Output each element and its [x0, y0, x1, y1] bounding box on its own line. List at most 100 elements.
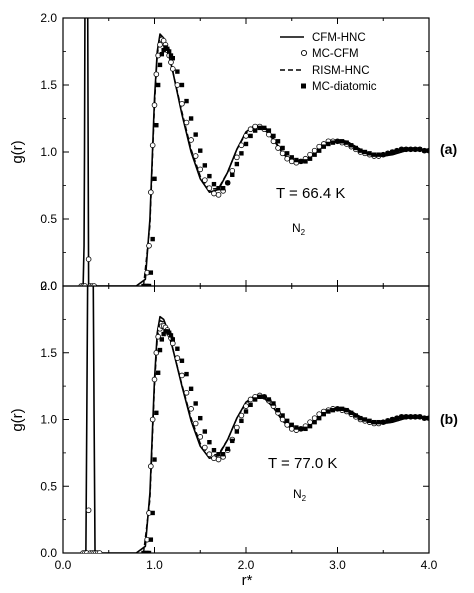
panel-b-series-mc-diatomic-point: [307, 423, 313, 429]
panel-b-series-mc-diatomic-point: [248, 402, 253, 408]
panel-b-molecule-symbol: N: [293, 487, 302, 501]
panel-b-series-mc-diatomic-point: [179, 358, 185, 363]
panel-b-series-mc-cfm-point: [155, 333, 161, 340]
panel-b-series-mc-cfm-point: [151, 376, 158, 383]
panel-a-series-mc-cfm-point: [311, 147, 318, 154]
panel-a-series-mc-diatomic-point: [358, 148, 363, 153]
panel-b-series-mc-diatomic-point: [146, 550, 152, 553]
panel-a-series-mc-cfm-point: [168, 59, 174, 66]
panel-a-ytick-label: 0.0: [40, 279, 57, 293]
panel-a-series-mc-diatomic-point: [394, 148, 400, 153]
panel-a-ytick-label: 1.5: [40, 78, 57, 92]
panel-a-series-mc-diatomic-point: [152, 176, 157, 181]
legend-swatch-mc-cfm: [300, 49, 308, 57]
panel-a-series-mc-diatomic-point: [390, 149, 395, 155]
legend-label-mc-cfm: MC-CFM: [312, 48, 359, 60]
panel-a-series-mc-diatomic-point: [161, 47, 166, 53]
legend: CFM-HNC MC-CFM RISM-HNC MC-diatomic: [280, 32, 377, 93]
panel-a-series-mc-cfm-point: [211, 190, 217, 197]
panel-b-series-mc-cfm-point: [247, 396, 254, 403]
panel-b-series-mc-diatomic-point: [184, 371, 189, 377]
panel-b-series-mc-diatomic-point: [426, 415, 429, 421]
panel-a-ytick-label: 1.0: [40, 145, 57, 159]
panel-a-series-mc-cfm-point: [170, 66, 176, 72]
panel-b-series-mc-diatomic-point: [193, 401, 198, 406]
panel-a-ytick-label: 0.5: [40, 212, 57, 226]
panel-a-series-mc-diatomic-point: [220, 185, 226, 191]
panel-a-series-mc-diatomic-point: [146, 283, 152, 286]
panel-a-series-mc-diatomic-point: [381, 152, 386, 157]
panel-b-ytick-label: 1.0: [40, 413, 57, 427]
panel-a-series-mc-cfm-point: [288, 158, 295, 165]
panel-a-series-mc-diatomic-point: [339, 139, 345, 144]
panel-b-series-mc-diatomic-point: [220, 452, 226, 457]
panel-b-series-mc-diatomic-point: [211, 448, 217, 453]
panel-b-series-mc-diatomic-point: [408, 414, 413, 420]
panel-b-ylabel: g(r): [9, 408, 26, 431]
legend-label-rism-hnc: RISM-HNC: [312, 65, 370, 77]
panel-a-series-mc-cfm-point: [146, 243, 152, 249]
panel-b-series-mc-diatomic-point: [202, 429, 208, 434]
panel-a-series-mc-cfm-point: [157, 41, 163, 48]
panel-b-series-mc-cfm-point: [174, 355, 181, 361]
panel-a-series-mc-diatomic-point: [275, 139, 281, 144]
panel-b-series-mc-diatomic-point: [422, 415, 427, 421]
panel-a-series-mc-diatomic-point: [262, 125, 267, 131]
panel-a-series-mc-diatomic-point: [157, 62, 163, 68]
panel-a-series-mc-cfm-point: [307, 151, 313, 158]
panel-a-series-mc-cfm-point: [188, 137, 194, 143]
panel-b-series-mc-diatomic-point: [152, 457, 157, 462]
panel-b-series-mc-cfm-point: [238, 412, 245, 419]
panel-a-series-mc-diatomic-point: [225, 180, 230, 186]
panel-b-series-mc-cfm-point: [307, 419, 313, 425]
panel-b-series-mc-diatomic-point: [216, 452, 221, 457]
panel-a-series-mc-diatomic-point: [248, 133, 253, 139]
panel-b-series-mc-cfm-point: [96, 550, 103, 553]
panel-b-series-rism-hnc-line: [142, 320, 429, 553]
panel-a-ytick-label: 2.0: [40, 11, 57, 25]
panel-a-series-mc-diatomic-point: [234, 161, 240, 167]
panel-a-series-mc-diatomic-point: [426, 148, 429, 153]
panel-a-series-mc-diatomic-point: [371, 152, 377, 157]
panel-a-ticks: 0.0 0.5 1.0 1.5 2.0: [40, 11, 430, 293]
panel-a-series-mc-cfm-point: [148, 189, 154, 196]
legend-entry-rism-hnc: RISM-HNC: [280, 65, 370, 77]
panel-b-ticks: 0.00.51.01.52.00.0 1.0 2.0 3.0 4.0: [40, 279, 437, 572]
panel-b-series-mc-cfm-point: [188, 406, 194, 412]
panel-a-series-rism-hnc-line: [142, 36, 429, 286]
panel-b-series-mc-cfm-point: [316, 411, 323, 417]
panel-a-series-mc-diatomic-point: [413, 147, 418, 152]
panel-a-series-mc-cfm-point: [238, 142, 245, 149]
panel-b-series-mc-diatomic-point: [298, 426, 304, 432]
panel-b-xtick-label: 3.0: [329, 558, 346, 572]
panel-b-series-mc-diatomic-point: [358, 415, 363, 421]
panel-b-series-mc-cfm-point: [153, 349, 160, 356]
panel-b-xtick-label: 1.0: [146, 558, 163, 572]
panel-a-series-mc-diatomic-point: [179, 82, 185, 88]
panel-a-series-mc-diatomic-point: [335, 139, 340, 144]
panel-a-series-mc-cfm-point: [174, 82, 181, 88]
panel-b-series-mc-cfm-point: [202, 444, 208, 451]
panel-b-series-mc-diatomic-point: [271, 401, 276, 406]
panel-a-series-mc-cfm-point: [179, 100, 185, 107]
panel-b-series-mc-diatomic-point: [155, 370, 161, 375]
panel-a-series-mc-cfm-point: [85, 256, 92, 263]
panel-a-series-mc-cfm-point: [252, 123, 258, 130]
panel-a-series-mc-diatomic-point: [168, 53, 174, 58]
panel-a-series-mc-diatomic-point: [385, 151, 391, 156]
panel-a-series-mc-diatomic-point: [399, 147, 404, 152]
panel-b-series-mc-diatomic-point: [326, 409, 331, 414]
panel-b-series-mc-diatomic-point: [417, 414, 423, 420]
panel-b-series-mc-diatomic-point: [403, 414, 409, 420]
panel-b-series-mc-cfm-point: [279, 416, 286, 423]
panel-b-series-mc-diatomic-point: [339, 406, 345, 412]
panel-a-series-mc-diatomic-point: [230, 172, 235, 177]
panel-a-series-mc-diatomic-point: [408, 147, 413, 152]
panel-b-series-mc-diatomic-point: [303, 426, 308, 432]
panel-a-series-mc-diatomic-point: [303, 159, 308, 164]
legend-label-cfm-hnc: CFM-HNC: [312, 32, 366, 44]
panel-a-series-mc-diatomic-point: [271, 133, 276, 139]
panel-b-series-mc-cfm-point: [206, 451, 213, 458]
panel-b-series-mc-cfm-point: [243, 403, 249, 409]
panel-b-series-mc-diatomic-point: [266, 397, 272, 402]
